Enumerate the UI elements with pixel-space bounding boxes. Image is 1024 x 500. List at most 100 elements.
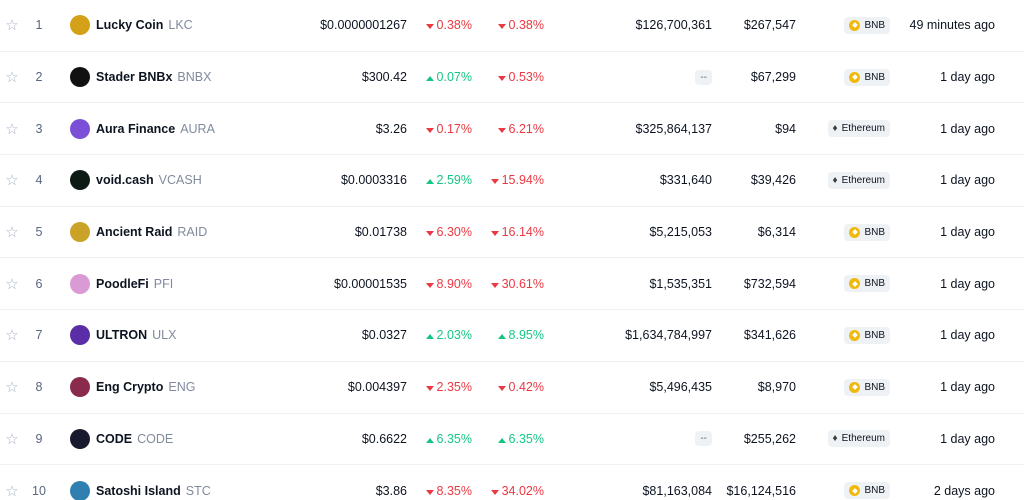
coin-name[interactable]: CODE bbox=[96, 431, 133, 446]
watchlist-star-icon[interactable]: ☆ bbox=[5, 69, 19, 87]
table-row[interactable]: ☆ 2 Stader BNBx BNBX $300.42 0.07% 0.53%… bbox=[0, 52, 1024, 104]
chain-cell: BNB bbox=[820, 258, 890, 309]
coin-name[interactable]: Satoshi Island bbox=[96, 483, 181, 498]
rank: 2 bbox=[35, 70, 43, 85]
table-row[interactable]: ☆ 8 Eng Crypto ENG $0.004397 2.35% 0.42%… bbox=[0, 362, 1024, 414]
watchlist-star-icon[interactable]: ☆ bbox=[5, 482, 19, 500]
volume-cell: $126,700,361 bbox=[560, 0, 712, 51]
code-icon bbox=[70, 428, 90, 449]
coin-name-cell[interactable]: Aura Finance AURA bbox=[70, 103, 310, 154]
bnb-chain-icon bbox=[849, 71, 861, 83]
chain-badge[interactable]: BNB bbox=[844, 223, 890, 241]
change-24h-value: 0.38% bbox=[508, 18, 544, 33]
chain-badge[interactable]: BNB bbox=[844, 275, 890, 293]
coin-name-cell[interactable]: Lucky Coin LKC bbox=[70, 0, 310, 51]
coin-name[interactable]: Aura Finance bbox=[96, 121, 176, 136]
added-time: 1 day ago bbox=[940, 173, 995, 188]
coin-name-cell[interactable]: CODE CODE bbox=[70, 414, 310, 465]
price: $3.86 bbox=[375, 483, 407, 498]
chain-badge[interactable]: BNB bbox=[844, 16, 890, 34]
volume-cell: $1,535,351 bbox=[560, 258, 712, 309]
watchlist-star-icon[interactable]: ☆ bbox=[5, 120, 19, 138]
table-row[interactable]: ☆ 4 void.cash VCASH $0.0003316 2.59% 15.… bbox=[0, 155, 1024, 207]
change-1h: 0.38% bbox=[425, 18, 472, 32]
caret-up-icon bbox=[497, 334, 506, 340]
volume-cell: $5,215,053 bbox=[560, 207, 712, 258]
watchlist-star-icon[interactable]: ☆ bbox=[5, 327, 19, 345]
change-24h: 6.21% bbox=[497, 122, 544, 136]
watchlist-star-icon[interactable]: ☆ bbox=[5, 172, 19, 190]
volume-empty: -- bbox=[695, 431, 712, 447]
coin-name[interactable]: void.cash bbox=[96, 173, 154, 188]
coin-name-cell[interactable]: Eng Crypto ENG bbox=[70, 362, 310, 413]
added-time: 1 day ago bbox=[940, 225, 995, 240]
change-24h: 8.95% bbox=[497, 328, 544, 342]
liquidity: $6,314 bbox=[757, 225, 796, 240]
rank: 7 bbox=[35, 328, 43, 343]
void-cash-icon bbox=[70, 170, 90, 191]
table-row[interactable]: ☆ 5 Ancient Raid RAID $0.01738 6.30% 16.… bbox=[0, 207, 1024, 259]
coin-name-cell[interactable]: PoodleFi PFI bbox=[70, 258, 310, 309]
coin-name[interactable]: Stader BNBx bbox=[96, 70, 173, 85]
table-row[interactable]: ☆ 7 ULTRON ULX $0.0327 2.03% 8.95% $1,63… bbox=[0, 310, 1024, 362]
volume-cell: $5,496,435 bbox=[560, 362, 712, 413]
added-time: 1 day ago bbox=[940, 380, 995, 395]
caret-down-icon bbox=[497, 24, 506, 30]
liquidity: $341,626 bbox=[743, 328, 796, 343]
change-1h-value: 0.07% bbox=[436, 70, 472, 85]
volume-value: $1,634,784,997 bbox=[625, 328, 712, 343]
change-24h: 0.53% bbox=[497, 70, 544, 84]
change-1h: 0.07% bbox=[425, 70, 472, 85]
coin-name[interactable]: PoodleFi bbox=[96, 276, 149, 291]
coin-name[interactable]: ULTRON bbox=[96, 328, 148, 343]
watchlist-star-icon[interactable]: ☆ bbox=[5, 17, 19, 35]
change-1h: 2.35% bbox=[425, 380, 472, 394]
change-24h: 16.14% bbox=[490, 225, 544, 239]
volume-cell: $331,640 bbox=[560, 155, 712, 206]
coin-name-cell[interactable]: void.cash VCASH bbox=[70, 155, 310, 206]
chain-badge[interactable]: BNB bbox=[844, 378, 890, 396]
watchlist-star-icon[interactable]: ☆ bbox=[5, 379, 19, 397]
price: $0.6622 bbox=[361, 431, 407, 446]
volume-value: $126,700,361 bbox=[635, 18, 712, 33]
chain-badge[interactable]: ♦ Ethereum bbox=[827, 171, 890, 189]
liquidity: $267,547 bbox=[743, 18, 796, 33]
chain-badge[interactable]: BNB bbox=[844, 68, 890, 86]
chain-cell: BNB bbox=[820, 207, 890, 258]
volume-cell: $1,634,784,997 bbox=[560, 310, 712, 361]
volume-cell: $81,163,084 bbox=[560, 465, 712, 500]
chain-badge[interactable]: BNB bbox=[844, 482, 890, 500]
rank: 10 bbox=[32, 483, 46, 498]
caret-up-icon bbox=[497, 437, 506, 443]
volume-value: $325,864,137 bbox=[635, 121, 712, 136]
chain-badge[interactable]: ♦ Ethereum bbox=[827, 430, 890, 448]
coin-name-cell[interactable]: Satoshi Island STC bbox=[70, 465, 310, 500]
change-1h-value: 6.30% bbox=[436, 225, 472, 240]
caret-up-icon bbox=[425, 179, 434, 185]
ultron-icon bbox=[70, 325, 90, 346]
caret-up-icon bbox=[425, 334, 434, 340]
price: $0.01738 bbox=[354, 225, 407, 240]
chain-badge[interactable]: ♦ Ethereum bbox=[827, 120, 890, 138]
table-row[interactable]: ☆ 10 Satoshi Island STC $3.86 8.35% 34.0… bbox=[0, 465, 1024, 500]
coin-name-cell[interactable]: ULTRON ULX bbox=[70, 310, 310, 361]
stader-icon bbox=[70, 67, 90, 88]
change-24h: 6.35% bbox=[497, 432, 544, 446]
coin-name[interactable]: Eng Crypto bbox=[96, 380, 164, 395]
caret-down-icon bbox=[490, 179, 499, 185]
table-row[interactable]: ☆ 9 CODE CODE $0.6622 6.35% 6.35% -- $25… bbox=[0, 414, 1024, 466]
coin-name-cell[interactable]: Ancient Raid RAID bbox=[70, 207, 310, 258]
watchlist-star-icon[interactable]: ☆ bbox=[5, 430, 19, 448]
table-row[interactable]: ☆ 1 Lucky Coin LKC $0.0000001267 0.38% 0… bbox=[0, 0, 1024, 52]
table-row[interactable]: ☆ 6 PoodleFi PFI $0.00001535 8.90% 30.61… bbox=[0, 258, 1024, 311]
chain-label: Ethereum bbox=[841, 174, 885, 186]
coin-name[interactable]: Ancient Raid bbox=[96, 225, 173, 240]
table-row[interactable]: ☆ 3 Aura Finance AURA $3.26 0.17% 6.21% … bbox=[0, 103, 1024, 156]
chain-badge[interactable]: BNB bbox=[844, 326, 890, 344]
watchlist-star-icon[interactable]: ☆ bbox=[5, 224, 19, 242]
coin-name[interactable]: Lucky Coin bbox=[96, 18, 164, 33]
bnb-chain-icon bbox=[849, 381, 861, 393]
liquidity: $67,299 bbox=[750, 70, 796, 85]
watchlist-star-icon[interactable]: ☆ bbox=[5, 275, 19, 293]
coin-name-cell[interactable]: Stader BNBx BNBX bbox=[70, 52, 310, 103]
